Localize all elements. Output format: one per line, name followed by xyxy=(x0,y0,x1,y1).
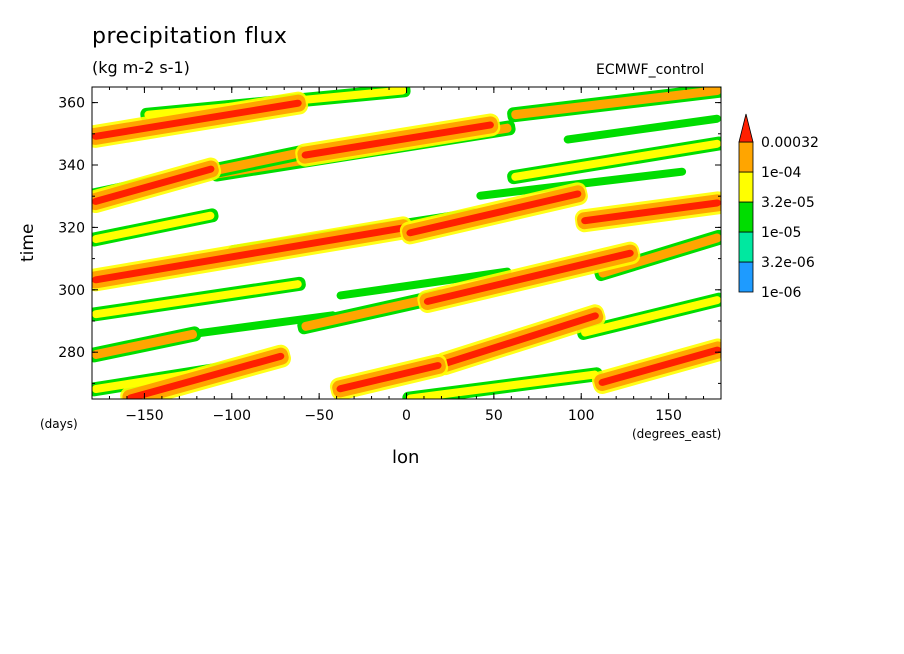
model-label: ECMWF_control xyxy=(596,62,705,78)
contour-band xyxy=(92,208,219,247)
chart-units: (kg m-2 s-1) xyxy=(92,58,190,77)
contour-band-core xyxy=(126,352,285,399)
contour-band xyxy=(507,136,721,185)
contour-band xyxy=(417,241,641,314)
x-axis-unit: (degrees_east) xyxy=(632,427,722,441)
colorbar: 1e-06 3.2e-06 1e-05 3.2e-05 1e-04 0.00032 xyxy=(738,113,819,301)
colorbar-label: 0.00032 xyxy=(761,135,819,151)
y-tick-label: 280 xyxy=(58,345,85,361)
contour-band-core xyxy=(511,87,721,120)
y-tick-label: 360 xyxy=(58,96,85,112)
colorbar-swatch xyxy=(738,231,754,263)
contour-band-core xyxy=(301,121,494,159)
contour-band xyxy=(92,276,306,322)
x-tick-label: 50 xyxy=(485,408,503,424)
contour-band-core xyxy=(511,139,721,181)
colorbar-label: 1e-05 xyxy=(761,225,801,241)
contour-band-core xyxy=(301,292,442,331)
colorbar-label: 3.2e-06 xyxy=(761,255,815,271)
contour-band-core xyxy=(598,346,721,386)
x-tick-label: 0 xyxy=(402,408,411,424)
colorbar-swatch xyxy=(738,171,754,203)
contour-band xyxy=(402,367,603,399)
contour-band-core xyxy=(92,224,407,284)
colorbar-swatch xyxy=(738,141,754,173)
contour-band xyxy=(295,113,501,167)
contour-band-core xyxy=(441,312,599,368)
contour-band-core xyxy=(598,233,721,278)
colorbar-label: 1e-06 xyxy=(761,285,801,301)
contour-band xyxy=(92,216,413,292)
contour-band xyxy=(576,292,721,340)
colorbar-swatch xyxy=(738,261,754,293)
contour-band-core xyxy=(92,165,215,205)
contour-band-core xyxy=(406,190,582,237)
contour-band-core xyxy=(423,249,634,305)
colorbar-extend-arrow xyxy=(738,113,754,143)
contour-band xyxy=(92,326,202,363)
y-tick-label: 300 xyxy=(58,283,85,299)
contour-band xyxy=(594,229,721,282)
contour-band xyxy=(196,311,337,337)
contour-band xyxy=(434,304,606,376)
contour-band xyxy=(92,91,309,148)
contour-band xyxy=(120,344,291,399)
x-axis-label: lon xyxy=(392,447,420,468)
contour-band-core xyxy=(92,211,215,244)
x-tick-label: −50 xyxy=(304,408,334,424)
contour-band-core xyxy=(581,199,721,225)
x-tick-label: −100 xyxy=(213,408,251,424)
contour-band-core xyxy=(581,296,721,337)
contour-band-core xyxy=(406,370,599,399)
axis-ticks: −150 −100 −50 0 50 100 150 280 300 320 340 360 xyxy=(58,87,722,424)
y-tick-label: 340 xyxy=(58,158,85,174)
contour-band xyxy=(507,87,721,123)
contour-band xyxy=(574,191,721,233)
x-tick-label: −150 xyxy=(125,408,163,424)
x-tick-label: 100 xyxy=(568,408,595,424)
contour-band-core xyxy=(196,311,337,337)
y-tick-label: 320 xyxy=(58,220,85,236)
contour-band-core xyxy=(336,362,442,393)
contour-band xyxy=(297,289,446,335)
contour-band xyxy=(336,267,512,300)
contour-band-core xyxy=(92,99,302,140)
x-tick-label: 150 xyxy=(655,408,682,424)
contour-band xyxy=(399,182,588,245)
contour-band xyxy=(92,157,222,214)
contour-band xyxy=(591,338,721,394)
contour-bands xyxy=(92,87,721,399)
colorbar-label: 3.2e-05 xyxy=(761,195,815,211)
contour-band-core xyxy=(336,267,512,300)
contour-band-core xyxy=(92,329,198,359)
contour-band-core xyxy=(563,114,721,144)
colorbar-label: 1e-04 xyxy=(761,165,801,181)
contour-band-core xyxy=(92,280,302,319)
chart-title: precipitation flux xyxy=(92,24,288,49)
contour-band xyxy=(563,114,721,144)
contour-band xyxy=(329,353,449,399)
colorbar-swatch xyxy=(738,201,754,233)
y-axis-unit: (days) xyxy=(40,417,78,431)
